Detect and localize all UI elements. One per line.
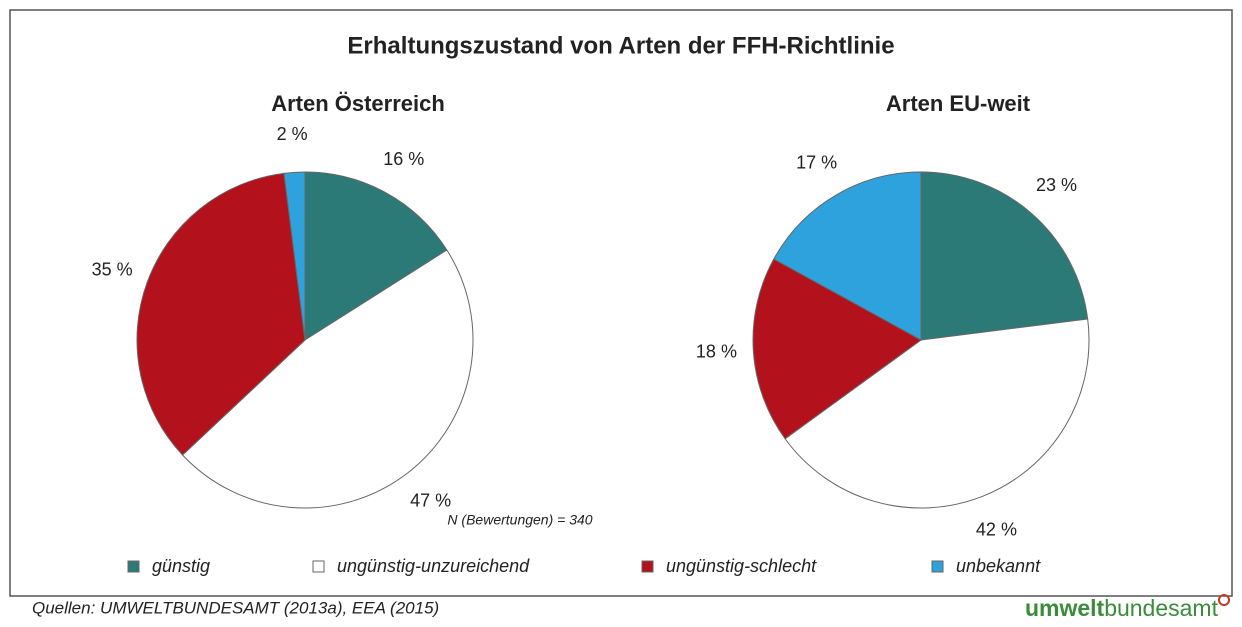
logo-regular: bundesamt [1104, 595, 1218, 621]
source: Quellen: UMWELTBUNDESAMT (2013a), EEA (2… [32, 598, 439, 617]
frame [9, 9, 1233, 597]
legend-label: ungünstig-schlecht [666, 556, 817, 576]
data-label: 18 % [696, 342, 737, 362]
legend-swatch [641, 560, 654, 573]
logo: umweltbundesamt [1025, 595, 1219, 621]
data-label: 47 % [410, 491, 451, 511]
logo-bold: umwelt [1025, 595, 1105, 621]
pie-slice [304, 171, 448, 341]
logo-mark [1218, 594, 1230, 606]
pie-title: Arten EU-weit [886, 91, 1031, 116]
data-label: 35 % [92, 259, 133, 279]
legend-label: unbekannt [956, 556, 1041, 576]
legend-label: günstig [152, 556, 210, 576]
pie-slice [283, 171, 306, 341]
pie-slice [920, 171, 1089, 341]
data-label: 16 % [383, 149, 424, 169]
pie-slice [773, 171, 922, 341]
data-label: 17 % [796, 152, 837, 172]
chart-title: Erhaltungszustand von Arten der FFH-Rich… [347, 32, 894, 59]
data-label: 2 % [277, 124, 308, 144]
legend-swatch [312, 560, 325, 573]
legend-swatch [127, 560, 140, 573]
pie-slice [136, 172, 306, 456]
legend-swatch [931, 560, 944, 573]
data-label: 23 % [1036, 175, 1077, 195]
legend-label: ungünstig-unzureichend [337, 556, 530, 576]
data-label: 42 % [976, 519, 1017, 539]
pie-slice [784, 318, 1090, 509]
pie-slice [181, 249, 474, 509]
pie-title: Arten Österreich [271, 91, 445, 116]
note: N (Bewertungen) = 340 [447, 512, 592, 528]
pie-slice [752, 258, 922, 440]
